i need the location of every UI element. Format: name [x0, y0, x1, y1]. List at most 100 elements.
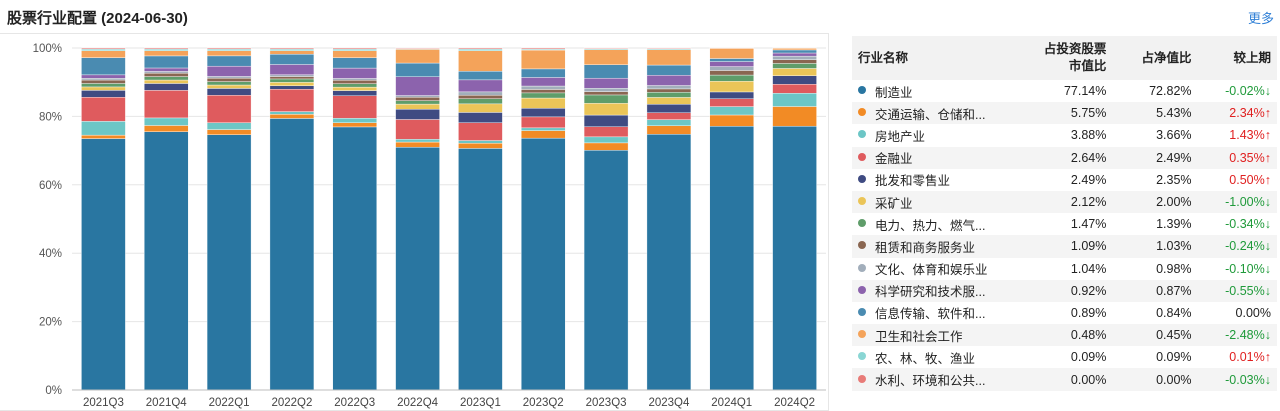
bar-segment — [332, 48, 377, 51]
bar-segment — [395, 47, 440, 49]
bar-segment — [646, 49, 692, 66]
industry-name-cell: 信息传输、软件和... — [852, 302, 1010, 324]
bar-segment — [206, 76, 252, 79]
bar-segment — [269, 114, 315, 119]
bar-segment — [144, 125, 189, 132]
bar-segment — [206, 55, 252, 67]
market-ratio-cell: 0.89% — [1070, 305, 1107, 320]
bar-segment — [583, 49, 629, 65]
bar-segment — [332, 86, 377, 91]
bar-segment — [269, 111, 315, 115]
table-row: 信息传输、软件和... 0.89% 0.84% 0.00% — [852, 302, 1277, 324]
bar-segment — [646, 134, 692, 391]
bar-segment — [709, 48, 754, 59]
bar-segment — [81, 47, 126, 50]
change-cell: 0.50%↑ — [1229, 172, 1271, 187]
bar-segment — [583, 103, 629, 116]
bar-segment — [583, 126, 629, 138]
bar-segment — [709, 81, 754, 93]
market-ratio-cell: 0.00% — [1010, 368, 1113, 391]
bar-segment — [646, 119, 692, 126]
bar-segment — [583, 114, 629, 127]
bar-segment — [395, 76, 440, 96]
bar-segment — [646, 92, 692, 98]
change-cell: -0.34%↓ — [1225, 217, 1271, 232]
industry-name: 采矿业 — [875, 196, 913, 211]
market-ratio-cell: 1.04% — [1070, 261, 1107, 276]
legend-dot-icon — [858, 330, 866, 339]
bar-segment — [458, 140, 503, 144]
bar-segment — [395, 103, 440, 110]
bar-segment — [269, 85, 315, 90]
bar-segment — [458, 143, 503, 149]
bar-segment — [332, 118, 377, 123]
header-industry-name: 行业名称 — [852, 36, 1010, 80]
industry-name: 租赁和商务服务业 — [875, 240, 976, 255]
bar-segment — [458, 79, 503, 93]
y-tick-label: 0% — [45, 385, 62, 397]
bar-segment — [81, 48, 126, 51]
bar-segment — [646, 125, 692, 135]
bar-segment — [269, 118, 315, 391]
bar-segment — [395, 139, 440, 143]
bar-segment — [521, 130, 566, 139]
market-ratio-cell: 1.47% — [1070, 217, 1107, 232]
bar-segment — [772, 59, 817, 64]
industry-name-cell: 水利、环境和公共... — [852, 368, 1010, 391]
bar-segment — [269, 76, 315, 80]
table-row: 文化、体育和娱乐业 1.04% 0.98% -0.10%↓ — [852, 258, 1277, 280]
net-ratio-cell: 2.49% — [1112, 146, 1198, 169]
bar-segment — [395, 109, 440, 120]
net-ratio-cell: 2.35% — [1156, 172, 1192, 187]
bar-segment — [521, 92, 566, 99]
bar-segment — [458, 112, 503, 123]
header-net-ratio: 占净值比 — [1112, 36, 1198, 80]
industry-name-cell: 电力、热力、燃气... — [852, 213, 1010, 235]
bar-segment — [332, 83, 377, 88]
bar-segment — [395, 95, 440, 98]
change-cell: -0.02%↓ — [1225, 84, 1271, 99]
bar-segment — [81, 134, 126, 139]
industry-name-cell: 采矿业 — [852, 190, 1010, 214]
change-cell: -0.24%↓ — [1197, 235, 1277, 258]
bar-segment — [458, 48, 503, 51]
industry-table-panel: 行业名称 占投资股票 市值比 占净值比 较上期 制造业 77.14% 72.82% -… — [852, 36, 1277, 391]
legend-dot-icon — [858, 152, 866, 161]
bar-segment — [332, 90, 377, 96]
bar-segment — [395, 62, 440, 77]
bar-segment — [709, 98, 754, 107]
industry-name-cell: 批发和零售业 — [852, 169, 1010, 191]
bar-segment — [646, 112, 692, 120]
bar-segment — [772, 106, 817, 127]
bar-segment — [521, 85, 566, 90]
y-tick-label: 100% — [33, 43, 62, 55]
bar-segment — [583, 88, 629, 92]
bar-segment — [583, 91, 629, 96]
bar-segment — [332, 79, 377, 84]
bar-segment — [332, 122, 377, 128]
bar-segment — [772, 93, 817, 107]
bar-segment — [709, 58, 754, 62]
industry-name: 科学研究和技术服... — [875, 285, 986, 300]
bar-segment — [458, 122, 503, 141]
change-cell: -2.48%↓ — [1197, 324, 1277, 347]
x-tick-label: 2022Q3 — [334, 397, 375, 409]
industry-name-cell: 金融业 — [852, 146, 1010, 169]
more-link[interactable]: 更多 — [1247, 11, 1274, 26]
net-ratio-cell: 72.82% — [1149, 84, 1192, 99]
table-row: 批发和零售业 2.49% 2.35% 0.50%↑ — [852, 169, 1277, 191]
bar-segment — [709, 126, 754, 391]
bar-segment — [81, 121, 126, 136]
industry-name-cell: 房地产业 — [852, 124, 1010, 146]
table-row: 科学研究和技术服... 0.92% 0.87% -0.55%↓ — [852, 279, 1277, 302]
bar-segment — [521, 127, 566, 131]
bar-segment — [206, 122, 252, 130]
bar-segment — [646, 88, 692, 93]
legend-dot-icon — [858, 86, 866, 95]
industry-name-cell: 农、林、牧、渔业 — [852, 346, 1010, 368]
net-ratio-cell: 3.66% — [1156, 128, 1192, 143]
bar-segment — [206, 95, 252, 123]
bar-segment — [521, 77, 566, 87]
net-ratio-cell: 5.43% — [1112, 102, 1198, 125]
x-tick-label: 2024Q1 — [711, 397, 752, 409]
